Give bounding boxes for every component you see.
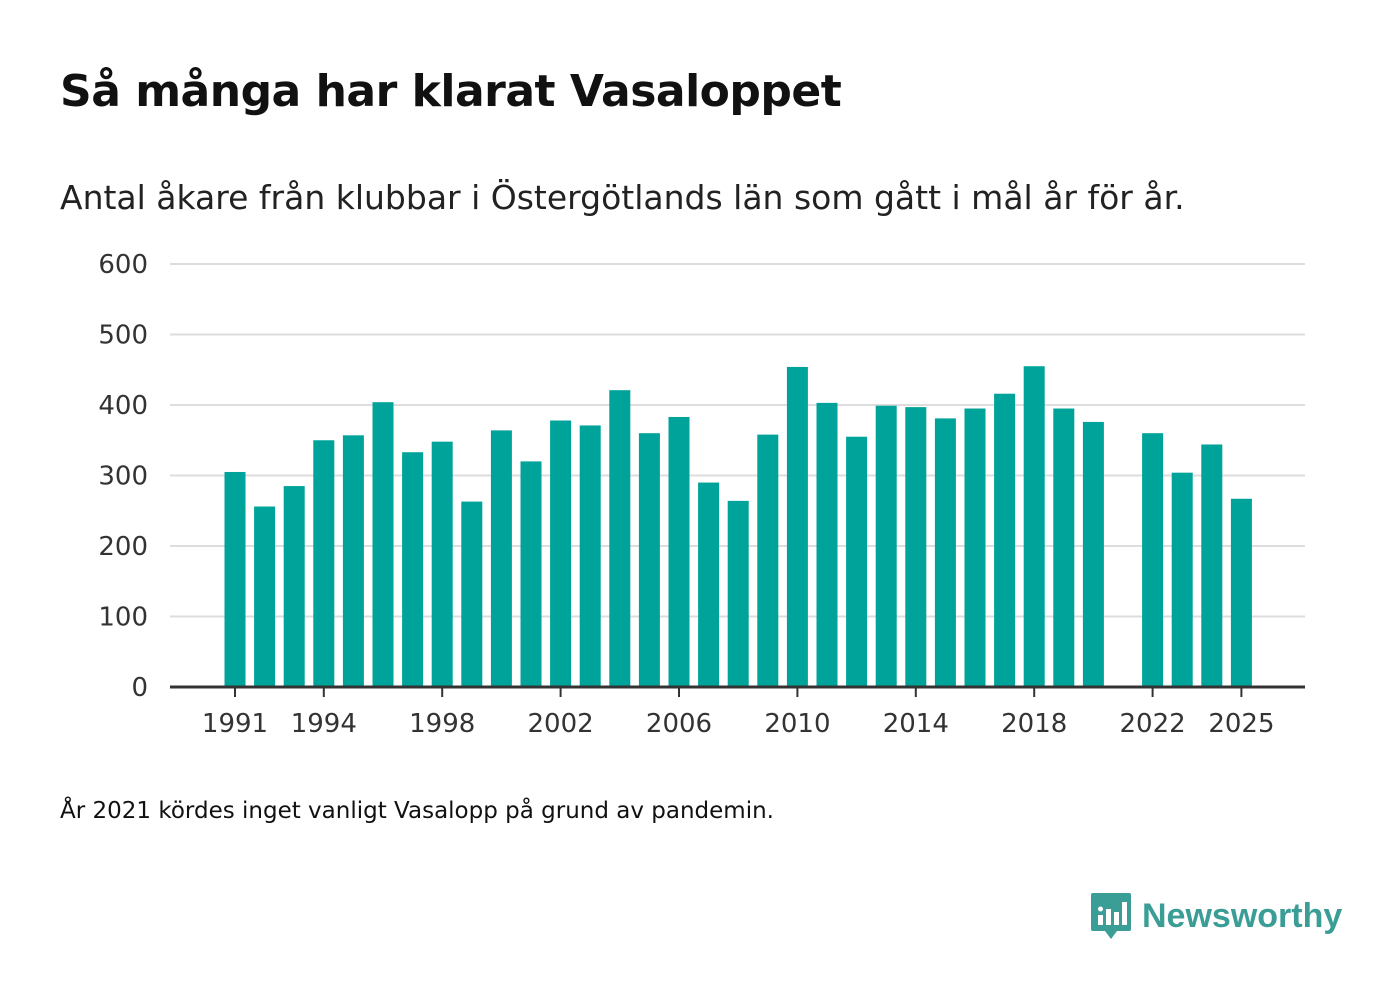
y-tick-label: 400 bbox=[98, 391, 148, 421]
bar-2023[interactable] bbox=[1171, 472, 1193, 687]
y-tick-label: 300 bbox=[98, 462, 148, 492]
bar-2013[interactable] bbox=[875, 405, 897, 687]
bar-2007[interactable] bbox=[698, 482, 720, 687]
bar-2000[interactable] bbox=[490, 430, 512, 687]
bar-2015[interactable] bbox=[934, 418, 956, 687]
bar-1995[interactable] bbox=[342, 435, 364, 687]
bar-1991[interactable] bbox=[224, 471, 246, 687]
bar-2001[interactable] bbox=[520, 461, 542, 687]
bar-2017[interactable] bbox=[994, 393, 1016, 687]
bar-2024[interactable] bbox=[1201, 444, 1223, 687]
x-tick-label: 2025 bbox=[1208, 709, 1274, 739]
x-tick-label: 1994 bbox=[291, 709, 357, 739]
newsworthy-logo-icon bbox=[1091, 893, 1131, 939]
x-tick-label: 2014 bbox=[883, 709, 949, 739]
y-tick-label: 100 bbox=[98, 603, 148, 633]
bar-1994[interactable] bbox=[313, 440, 335, 687]
bar-2019[interactable] bbox=[1053, 408, 1075, 687]
bar-2011[interactable] bbox=[816, 402, 838, 687]
bar-1997[interactable] bbox=[402, 452, 424, 687]
x-tick-label: 2006 bbox=[646, 709, 712, 739]
x-tick-label: 2022 bbox=[1120, 709, 1186, 739]
bar-2009[interactable] bbox=[757, 434, 779, 687]
x-tick-label: 1998 bbox=[409, 709, 475, 739]
footnote: År 2021 kördes inget vanligt Vasalopp på… bbox=[60, 798, 774, 824]
bar-2014[interactable] bbox=[905, 407, 927, 687]
bar-1996[interactable] bbox=[372, 402, 394, 687]
y-tick-label: 500 bbox=[98, 321, 148, 351]
bar-1992[interactable] bbox=[254, 506, 276, 687]
x-tick-label: 1991 bbox=[202, 709, 268, 739]
bar-1993[interactable] bbox=[283, 486, 305, 687]
bar-2018[interactable] bbox=[1023, 366, 1045, 687]
brand-logo[interactable]: Newsworthy bbox=[1090, 890, 1342, 942]
bar-2006[interactable] bbox=[668, 416, 690, 687]
bar-2022[interactable] bbox=[1142, 433, 1164, 687]
bar-2012[interactable] bbox=[846, 436, 868, 687]
y-tick-label: 200 bbox=[98, 532, 148, 562]
brand-name: Newsworthy bbox=[1142, 896, 1343, 935]
bar-2025[interactable] bbox=[1230, 498, 1252, 687]
bar-2020[interactable] bbox=[1082, 421, 1104, 687]
chart-title: Så många har klarat Vasaloppet bbox=[60, 66, 842, 117]
bar-1999[interactable] bbox=[461, 501, 483, 687]
chart-subtitle: Antal åkare från klubbar i Östergötlands… bbox=[60, 178, 1185, 217]
bars bbox=[224, 366, 1252, 687]
bar-1998[interactable] bbox=[431, 441, 453, 687]
bar-2002[interactable] bbox=[550, 420, 572, 687]
bar-2016[interactable] bbox=[964, 408, 986, 687]
x-tick-label: 2010 bbox=[764, 709, 830, 739]
axes: 0 100 200 300 400 500 600 1991 1994 1998 2002 2006 2… bbox=[98, 250, 1305, 739]
x-tick-label: 2002 bbox=[528, 709, 594, 739]
bar-2008[interactable] bbox=[727, 500, 749, 687]
y-tick-label: 0 bbox=[131, 673, 148, 703]
bar-2005[interactable] bbox=[638, 433, 660, 687]
y-tick-label: 600 bbox=[98, 250, 148, 280]
x-tick-label: 2018 bbox=[1001, 709, 1067, 739]
bar-chart: 0 100 200 300 400 500 600 1991 1994 1998 2002 2006 2… bbox=[98, 250, 1305, 739]
bar-2010[interactable] bbox=[786, 366, 808, 687]
bar-2003[interactable] bbox=[579, 425, 601, 687]
bar-2004[interactable] bbox=[609, 390, 631, 687]
